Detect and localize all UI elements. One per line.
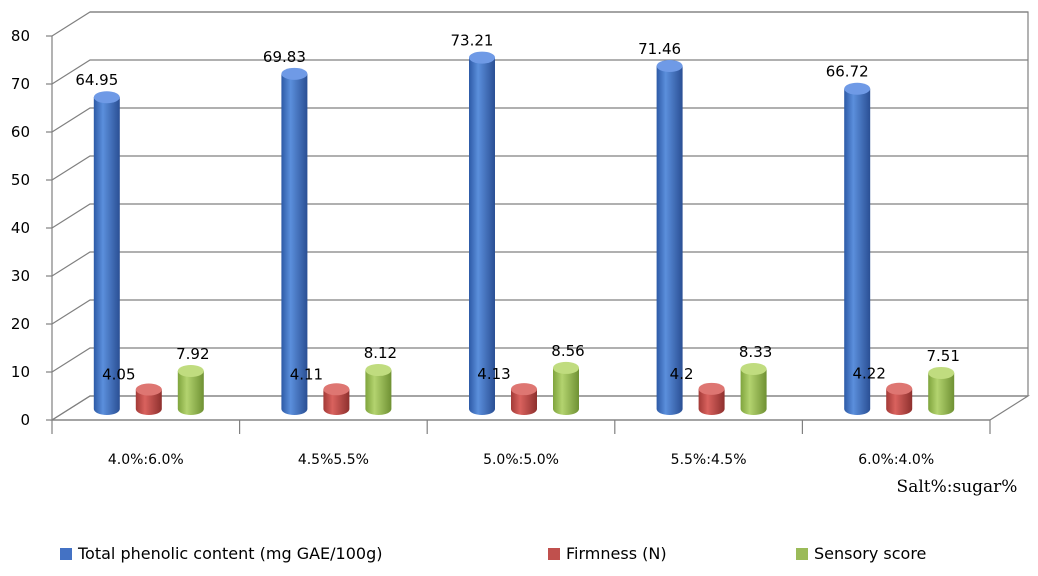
gridline — [51, 347, 1028, 373]
bar-body — [740, 369, 767, 416]
data-label: 8.33 — [739, 343, 772, 361]
bar-sensory-score: 7.51 — [926, 347, 960, 416]
bar-top — [135, 383, 162, 396]
bar-top — [281, 67, 308, 80]
gridline — [51, 299, 1028, 325]
bar-body — [281, 73, 308, 416]
bar-total-phenolic: 69.83 — [263, 48, 308, 416]
gridline — [51, 251, 1028, 277]
data-label: 7.51 — [926, 347, 959, 365]
legend-label: Firmness (N) — [566, 544, 667, 563]
x-tick-label: 5.0%:5.0% — [483, 452, 559, 468]
legend: Total phenolic content (mg GAE/100g) Fir… — [0, 536, 1038, 568]
data-label: 66.72 — [826, 63, 869, 81]
gridline — [51, 11, 1028, 37]
y-tick-label: 70 — [11, 75, 30, 93]
bar-body — [886, 388, 913, 416]
legend-swatch-red — [548, 547, 560, 560]
gridline — [51, 155, 1028, 181]
bar-firmness: 4.22 — [852, 365, 913, 416]
bar-top — [469, 51, 495, 64]
bar-total-phenolic: 66.72 — [826, 63, 871, 416]
bar-body — [323, 389, 350, 416]
data-label: 4.05 — [102, 366, 135, 384]
gridlines — [51, 11, 1028, 421]
bar-sensory-score: 8.33 — [739, 343, 772, 416]
bar-body — [553, 367, 579, 415]
bar-body — [93, 97, 120, 416]
bar-body — [511, 389, 537, 415]
legend-item-firmness: Firmness (N) — [548, 544, 667, 563]
chart-canvas: 0 10 20 30 40 50 60 70 80 64.95 4.05 7.92 69.83 4.11… — [11, 11, 1031, 497]
bar-sensory-score: 7.92 — [176, 345, 210, 416]
bar-body — [135, 389, 162, 416]
data-label: 7.92 — [176, 345, 209, 363]
legend-item-total-phenolic: Total phenolic content (mg GAE/100g) — [60, 544, 383, 563]
bar-total-phenolic: 73.21 — [451, 32, 495, 415]
bar-top — [844, 82, 871, 95]
bar-top — [886, 382, 913, 395]
bar-top — [177, 364, 204, 377]
bar-sensory-score: 8.12 — [364, 344, 397, 416]
data-label: 71.46 — [638, 40, 681, 58]
bars: 64.95 4.05 7.92 69.83 4.11 8.12 73.21 4.13 8.56 7… — [75, 32, 960, 416]
x-tick-label: 4.0%:6.0% — [108, 452, 184, 468]
y-tick-label: 30 — [11, 267, 30, 285]
bar-body — [365, 370, 392, 416]
bar-top — [323, 383, 350, 396]
data-label: 8.56 — [551, 342, 584, 360]
y-tick-label: 50 — [11, 171, 30, 189]
data-label: 69.83 — [263, 48, 306, 66]
bar-top — [656, 59, 683, 72]
y-axis: 0 10 20 30 40 50 60 70 80 — [11, 27, 52, 429]
bar-top — [365, 364, 392, 377]
bar-body — [656, 65, 683, 416]
bar-top — [511, 383, 537, 396]
bar-body — [698, 388, 725, 416]
y-tick-label: 80 — [11, 27, 30, 45]
gridline — [51, 203, 1028, 229]
x-axis-title: Salt%:sugar% — [897, 477, 1018, 497]
legend-swatch-green — [796, 547, 808, 560]
data-label: 4.13 — [477, 365, 510, 383]
y-tick-label: 20 — [11, 315, 30, 333]
x-tick-label: 4.5%5.5% — [298, 452, 369, 468]
bar-top — [93, 91, 120, 104]
bar-firmness: 4.13 — [477, 365, 537, 415]
legend-label: Sensory score — [814, 544, 927, 563]
bar-top — [698, 382, 725, 395]
bar-top — [553, 361, 579, 374]
bar-firmness: 4.11 — [290, 365, 350, 416]
gridline — [51, 59, 1028, 85]
bar-body — [928, 372, 955, 416]
y-tick-label: 60 — [11, 123, 30, 141]
legend-label: Total phenolic content (mg GAE/100g) — [78, 544, 383, 563]
bar-body — [177, 370, 204, 416]
bar-top — [740, 363, 767, 376]
gridline — [51, 107, 1028, 133]
bar-body — [844, 88, 871, 416]
data-label: 4.22 — [852, 365, 885, 383]
bar-top — [928, 366, 955, 379]
x-axis: 4.0%:6.0% 4.5%5.5% 5.0%:5.0% 5.5%:4.5% 6.0%:… — [51, 419, 991, 468]
data-label: 73.21 — [451, 32, 494, 50]
legend-swatch-blue — [60, 547, 72, 560]
bar-firmness: 4.2 — [670, 365, 725, 416]
x-tick-label: 6.0%:4.0% — [858, 452, 934, 468]
bar-firmness: 4.05 — [102, 366, 162, 416]
bar-total-phenolic: 64.95 — [75, 71, 120, 416]
data-label: 64.95 — [75, 71, 118, 89]
data-label: 4.11 — [290, 365, 323, 383]
bar-body — [469, 57, 495, 415]
bar-sensory-score: 8.56 — [551, 342, 585, 415]
x-tick-label: 5.5%:4.5% — [671, 452, 747, 468]
y-tick-label: 40 — [11, 219, 30, 237]
legend-item-sensory-score: Sensory score — [796, 544, 926, 563]
data-label: 8.12 — [364, 344, 397, 362]
y-tick-label: 0 — [20, 411, 30, 429]
data-label: 4.2 — [670, 365, 694, 383]
bar-total-phenolic: 71.46 — [638, 40, 683, 416]
y-tick-label: 10 — [11, 363, 30, 381]
